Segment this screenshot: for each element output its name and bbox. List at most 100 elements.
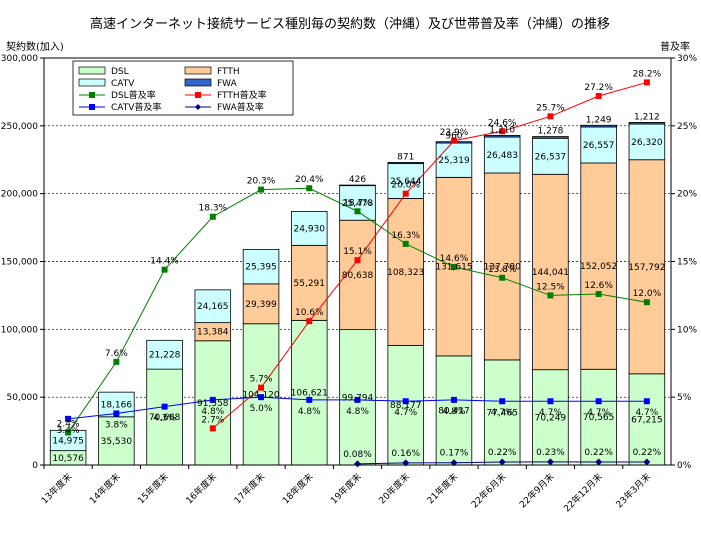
point-marker [547,113,554,120]
y-tick-right-label: 30% [677,54,697,64]
x-tick-label: 17年度末 [231,471,267,507]
bar-fwa [532,136,569,139]
bar-dsl [146,368,183,466]
y-tick-left-label: 50,000 [7,393,39,403]
rate-label: 4.7% [539,408,562,418]
bar-value-label: 25,319 [438,156,470,166]
lines-layer [65,79,651,468]
rate-label: 28.2% [633,69,662,79]
bar-value-label: 157,792 [628,263,665,273]
x-tick-label: 19年度末 [328,471,364,507]
x-tick-label: 16年度末 [183,471,219,507]
rate-label: 20.3% [247,177,276,187]
point-marker [643,79,650,86]
point-marker [499,128,506,135]
chart-title: 高速インターネット接続サービス種別毎の契約数（沖縄）及び世帯普及率（沖縄）の推移 [90,16,610,32]
bar-value-label: 80,638 [342,271,374,281]
x-tick-label: 13年度末 [39,471,75,507]
rate-label: 18.7% [343,198,372,208]
rate-label: 12.5% [536,282,565,292]
point-marker [450,137,457,144]
rate-label: 0.16% [391,449,420,459]
point-marker [258,186,265,193]
rate-label: 4.8% [346,407,369,417]
point-marker [595,291,602,298]
point-marker [595,92,602,99]
bar-value-label: 137,780 [484,262,521,272]
bar-value-label: 91,558 [197,399,229,409]
point-marker [306,318,313,325]
legend-marker [195,92,201,98]
bar-value-label: 26,483 [486,151,518,161]
point-marker [354,396,361,403]
point-marker [402,398,409,405]
bar-ftth [291,244,328,321]
point-marker [547,398,554,405]
rate-label: 24.6% [488,118,517,128]
x-tick-label: 20年度末 [376,471,412,507]
y-tick-left-label: 250,000 [1,122,38,132]
x-tick-label: 14年度末 [87,471,123,507]
legend-label: CATV [111,79,135,89]
bar-fwa [580,124,617,128]
point-marker [161,403,168,410]
bar-value-label: 144,041 [532,268,569,278]
rate-label: 2.7% [201,415,224,425]
point-marker [209,425,216,432]
legend-label: CATV普及率 [111,101,161,113]
bar-dsl [580,368,617,466]
bar-value-label: 960 [445,132,462,142]
rate-label: 0.17% [440,449,469,459]
bar-catv [146,339,183,370]
y-tick-right-label: 0% [677,461,692,471]
bar-value-label: 26,537 [535,152,567,162]
bar-dsl [291,319,328,466]
bar-value-label: 70,565 [583,413,615,423]
rate-label: 3.8% [105,420,128,430]
point-marker [402,459,410,467]
point-marker [546,458,554,466]
x-tick-label: 15年度末 [135,471,171,507]
bar-value-label: 24,930 [294,224,326,234]
bar-value-label: 108,323 [387,268,424,278]
point-marker [306,185,313,192]
y-tick-left-label: 200,000 [1,190,38,200]
rate-label: 4.7% [394,408,417,418]
y-tick-right-label: 20% [677,190,697,200]
point-marker [258,394,265,401]
rate-label: 20.4% [295,175,324,185]
x-tick-label: 22年9月末 [517,471,557,511]
rate-label: 12.6% [584,281,613,291]
rate-label: 4.7% [491,408,514,418]
legend-label: FWA [217,79,238,89]
bar-fwa [483,135,521,138]
bar-value-label: 131,615 [435,263,472,273]
point-marker [354,460,361,468]
rate-label: 4.3% [153,414,176,424]
legend-marker [195,104,201,110]
bar-ftth [628,159,666,375]
point-marker [547,292,554,299]
point-marker [354,257,361,264]
rate-label: 4.8% [298,407,321,417]
x-tick-label: 22年6月末 [469,471,509,511]
rate-label: 0.08% [343,450,372,460]
rate-label: 14.6% [440,254,469,264]
y-tick-left-label: 150,000 [1,258,38,268]
bar-value-label: 14,975 [52,436,84,446]
rate-label: 3.4% [57,426,80,436]
bar-value-label: 1,249 [586,115,612,125]
labels-layer: 10,576 35,530 70,668 91,558 104,120 106,621 99… [52,69,665,463]
bar-fwa [387,162,424,165]
bar-value-label: 35,530 [101,437,133,447]
rate-label: 14.4% [150,257,179,267]
point-marker [498,458,506,466]
rate-label: 0.22% [584,448,613,458]
bar-catv [339,185,376,221]
point-marker [643,398,650,405]
point-marker [209,213,216,220]
rate-label: 0.23% [536,448,565,458]
bar-value-label: 18,166 [101,400,133,410]
legend-marker [89,104,95,110]
bar-ftth [580,162,617,370]
